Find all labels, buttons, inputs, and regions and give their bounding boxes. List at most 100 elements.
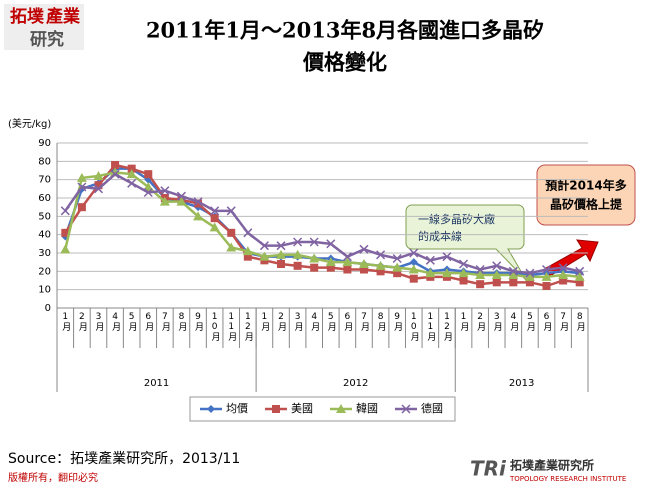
marker <box>176 191 186 201</box>
marker <box>193 197 203 207</box>
marker <box>525 278 534 287</box>
marker <box>442 252 452 262</box>
marker <box>393 269 402 278</box>
logo-text: 研究 <box>30 29 64 50</box>
x-tick-label: 6月 <box>342 312 353 332</box>
marker <box>491 270 502 279</box>
marker <box>194 199 203 208</box>
marker <box>559 276 568 285</box>
x-tick-label: 1月 <box>60 312 71 332</box>
marker <box>525 268 535 278</box>
callout <box>405 204 527 281</box>
x-group-label: 2013 <box>509 378 534 389</box>
marker <box>76 172 87 182</box>
annotation: 的成本線 <box>418 229 462 243</box>
chart-title: 價格變化 <box>302 50 387 75</box>
y-tick-label: 50 <box>38 211 51 222</box>
marker <box>343 265 352 274</box>
marker <box>110 167 121 177</box>
x-tick-label: 6月 <box>143 312 154 332</box>
marker <box>541 271 552 281</box>
x-tick-label: 5月 <box>127 312 138 332</box>
logo-box <box>4 4 84 50</box>
marker <box>242 246 253 256</box>
marker <box>542 282 551 290</box>
marker <box>94 181 103 190</box>
x-tick-label: 4月 <box>309 312 320 332</box>
y-tick-label: 10 <box>38 285 51 296</box>
x-tick-label: 11月 <box>425 312 436 342</box>
x-tick-label: 9月 <box>193 312 204 332</box>
x-tick-label: 3月 <box>93 312 104 332</box>
marker <box>143 187 153 198</box>
marker <box>209 222 220 232</box>
marker <box>93 184 104 194</box>
x-tick-label: 3月 <box>492 312 503 332</box>
x-tick-label: 12月 <box>442 312 453 342</box>
marker <box>376 250 386 260</box>
logo-text: 產業 <box>46 6 80 27</box>
marker <box>441 268 452 278</box>
marker <box>226 242 237 252</box>
chart-title: 2011年1月～2013年8月各國進口多晶矽 <box>146 18 544 43</box>
marker <box>111 161 120 169</box>
marker <box>458 268 469 278</box>
marker <box>575 278 584 287</box>
marker <box>358 259 369 268</box>
x-group-label: 2012 <box>343 378 368 389</box>
x-tick-label: 9月 <box>392 312 403 332</box>
marker <box>243 252 252 261</box>
marker <box>126 169 137 179</box>
x-tick-label: 12月 <box>243 312 254 342</box>
marker <box>60 206 70 216</box>
marker <box>409 248 419 258</box>
x-tick-label: 3月 <box>293 312 304 332</box>
marker <box>276 249 287 259</box>
marker <box>259 251 270 261</box>
y-tick-label: 0 <box>45 303 51 314</box>
x-tick-label: 10月 <box>210 312 221 342</box>
marker <box>524 271 535 281</box>
footer: 版權所有，翻印必究 <box>8 471 98 484</box>
x-tick-label: 4月 <box>110 312 121 332</box>
x-tick-label: 7月 <box>359 312 370 332</box>
marker <box>293 261 302 270</box>
series-line <box>64 172 580 275</box>
marker <box>508 266 518 276</box>
x-tick-label: 10月 <box>409 312 420 342</box>
marker <box>558 270 569 279</box>
marker <box>210 214 219 223</box>
legend-label: 韓國 <box>356 402 378 415</box>
marker <box>475 264 485 275</box>
marker <box>459 259 469 269</box>
marker <box>61 228 70 237</box>
legend-label: 均價 <box>226 401 248 415</box>
y-tick-label: 80 <box>38 156 51 167</box>
marker <box>575 266 585 276</box>
marker <box>160 186 170 196</box>
y-tick-label: 30 <box>38 248 51 259</box>
y-tick-label: 90 <box>38 138 51 149</box>
marker <box>459 276 468 285</box>
marker <box>342 257 353 267</box>
marker <box>326 239 336 249</box>
marker <box>392 253 402 264</box>
marker <box>277 260 286 268</box>
marker <box>326 263 335 272</box>
x-tick-label: 2月 <box>276 312 287 332</box>
x-tick-label: 11月 <box>226 312 237 342</box>
marker <box>210 206 220 216</box>
marker <box>425 255 435 265</box>
marker <box>401 404 411 414</box>
x-tick-label: 7月 <box>558 312 569 332</box>
marker <box>193 211 204 221</box>
x-tick-label: 2月 <box>77 312 88 332</box>
x-tick-label: 8月 <box>575 312 586 332</box>
marker <box>276 241 286 251</box>
x-tick-label: 1月 <box>259 312 270 332</box>
marker <box>127 164 136 173</box>
marker <box>409 258 418 267</box>
marker <box>359 244 369 254</box>
brand-english: TOPOLOGY RESEARCH INSTITUTE <box>509 475 626 483</box>
